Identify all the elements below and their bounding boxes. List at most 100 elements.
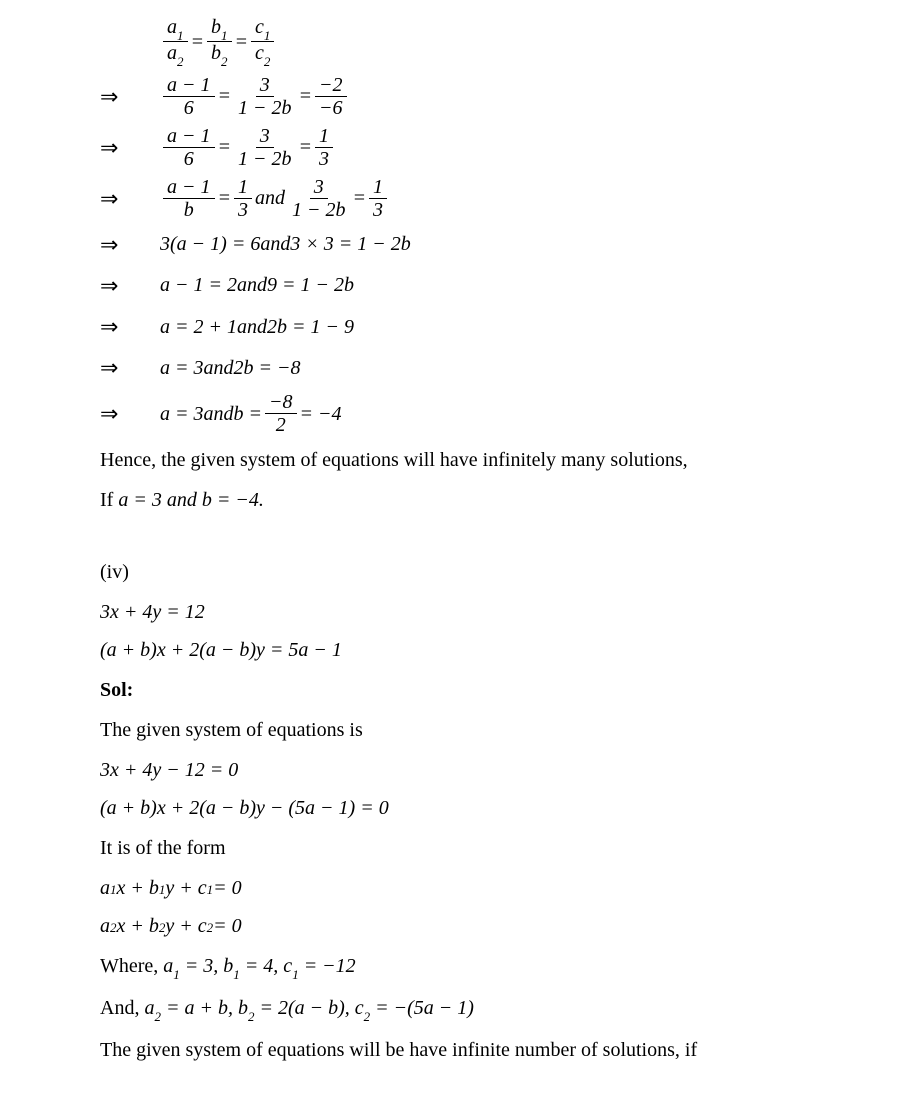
conclusion-text: Hence, the given system of equations wil… [100, 444, 864, 476]
den: 1 − 2b [234, 148, 296, 170]
equation-step: ⇒ a = 3 and b = −82 = −4 [100, 391, 864, 436]
equals: = [235, 26, 249, 58]
den: 3 [315, 148, 333, 170]
standard-equation-2: (a + b)x + 2(a − b)y − (5a − 1) = 0 [100, 792, 864, 824]
var: x + b [117, 872, 159, 904]
var: c [355, 997, 364, 1019]
num: a − 1 [163, 176, 215, 199]
right-expr: 3 × 3 = 1 − 2b [290, 228, 411, 260]
subscript: 1 [233, 967, 240, 982]
general-form-1: a1x + b1y + c1 = 0 [100, 872, 864, 904]
subscript: 2 [207, 918, 214, 939]
val: = 2(a − b), [254, 997, 349, 1019]
num: 1 [234, 176, 252, 199]
and-text: and [237, 269, 267, 301]
a-value: a = 3 [118, 489, 162, 511]
den: 1 − 2b [288, 199, 350, 221]
var: y + c [165, 872, 206, 904]
var: c [283, 955, 292, 977]
den: a [167, 42, 177, 64]
val: = −(5a − 1) [370, 997, 474, 1019]
subscript: 2 [248, 1009, 255, 1024]
equation-step: ⇒ a − 1 = 2 and 9 = 1 − 2b [100, 268, 864, 303]
fraction: 13 [369, 176, 387, 221]
subscript: 2 [110, 918, 117, 939]
equation-step: ⇒ a = 2 + 1 and 2b = 1 − 9 [100, 309, 864, 344]
subscript: 1 [207, 880, 214, 901]
if-text: If [100, 489, 118, 511]
b-value: b = −4. [202, 489, 264, 511]
solution-intro: The given system of equations is [100, 714, 864, 746]
var: a [163, 955, 173, 977]
where-label: Where, [100, 955, 163, 977]
num: 3 [256, 125, 274, 148]
eq-end: = 0 [213, 910, 242, 942]
subscript: 1 [173, 967, 180, 982]
form-intro: It is of the form [100, 832, 864, 864]
num: b [211, 16, 221, 38]
fraction: 31 − 2b [234, 74, 296, 119]
subscript: 1 [177, 28, 184, 43]
den: c [255, 42, 264, 64]
fraction: 31 − 2b [234, 125, 296, 170]
fraction: −2−6 [315, 74, 347, 119]
problem-equation-1: 3x + 4y = 12 [100, 596, 864, 628]
left-expr: a − 1 = 2 [160, 269, 237, 301]
den: −6 [315, 97, 347, 119]
left-expr: a = 3 [160, 352, 204, 384]
subscript: 1 [264, 28, 271, 43]
equals: = [218, 80, 232, 112]
and-text: and [260, 228, 290, 260]
and-values: And, a2 = a + b, b2 = 2(a − b), c2 = −(5… [100, 992, 864, 1026]
implies-symbol: ⇒ [100, 350, 160, 385]
val: = −12 [299, 955, 356, 977]
equation-step: ⇒ a − 16 = 31 − 2b = 13 [100, 125, 864, 170]
implies-symbol: ⇒ [100, 79, 160, 114]
and-text: and [204, 398, 234, 430]
and-text: and [255, 182, 285, 214]
den: 2 [272, 414, 290, 436]
right-expr: 2b = −8 [234, 352, 301, 384]
part-label: (iv) [100, 556, 864, 588]
num: 3 [310, 176, 328, 199]
var: a [100, 910, 110, 942]
subscript: 1 [110, 880, 117, 901]
general-form-2: a2x + b2y + c2 = 0 [100, 910, 864, 942]
fraction-b: b1 b2 [207, 16, 232, 68]
document-page: a1 a2 = b1 b2 = c1 c2 ⇒ a − 16 = 31 − 2b… [0, 0, 924, 1104]
num: −8 [265, 391, 297, 414]
where-values: Where, a1 = 3, b1 = 4, c1 = −12 [100, 950, 864, 984]
fraction: 13 [234, 176, 252, 221]
num: a − 1 [163, 74, 215, 97]
and-text: and [237, 311, 267, 343]
eq-end: = 0 [213, 872, 242, 904]
subscript: 2 [177, 54, 184, 69]
equals: = [218, 182, 232, 214]
val: = a + b, [161, 997, 233, 1019]
subscript: 1 [292, 967, 299, 982]
fraction: 13 [315, 125, 333, 170]
subscript: 2 [159, 918, 166, 939]
fraction-a: a1 a2 [163, 16, 188, 68]
var: b [238, 997, 248, 1019]
subscript: 2 [264, 54, 271, 69]
num: c [255, 16, 264, 38]
den: b [211, 42, 221, 64]
var: b [223, 955, 233, 977]
var: x + b [117, 910, 159, 942]
fraction: −82 [265, 391, 297, 436]
var: a [100, 872, 110, 904]
subscript: 2 [364, 1009, 371, 1024]
equation-ratio-condition: a1 a2 = b1 b2 = c1 c2 [160, 16, 864, 68]
solution-label: Sol: [100, 674, 864, 706]
var: y + c [165, 910, 206, 942]
var: a [144, 997, 154, 1019]
final-statement: The given system of equations will be ha… [100, 1034, 864, 1066]
left-expr: a = 3 [160, 398, 204, 430]
and-text: and [204, 352, 234, 384]
right-expr: 9 = 1 − 2b [267, 269, 354, 301]
right-expr: 2b = 1 − 9 [267, 311, 354, 343]
den: b [180, 199, 198, 221]
equation-step: ⇒ a − 1b = 13 and 31 − 2b = 13 [100, 176, 864, 221]
implies-symbol: ⇒ [100, 268, 160, 303]
